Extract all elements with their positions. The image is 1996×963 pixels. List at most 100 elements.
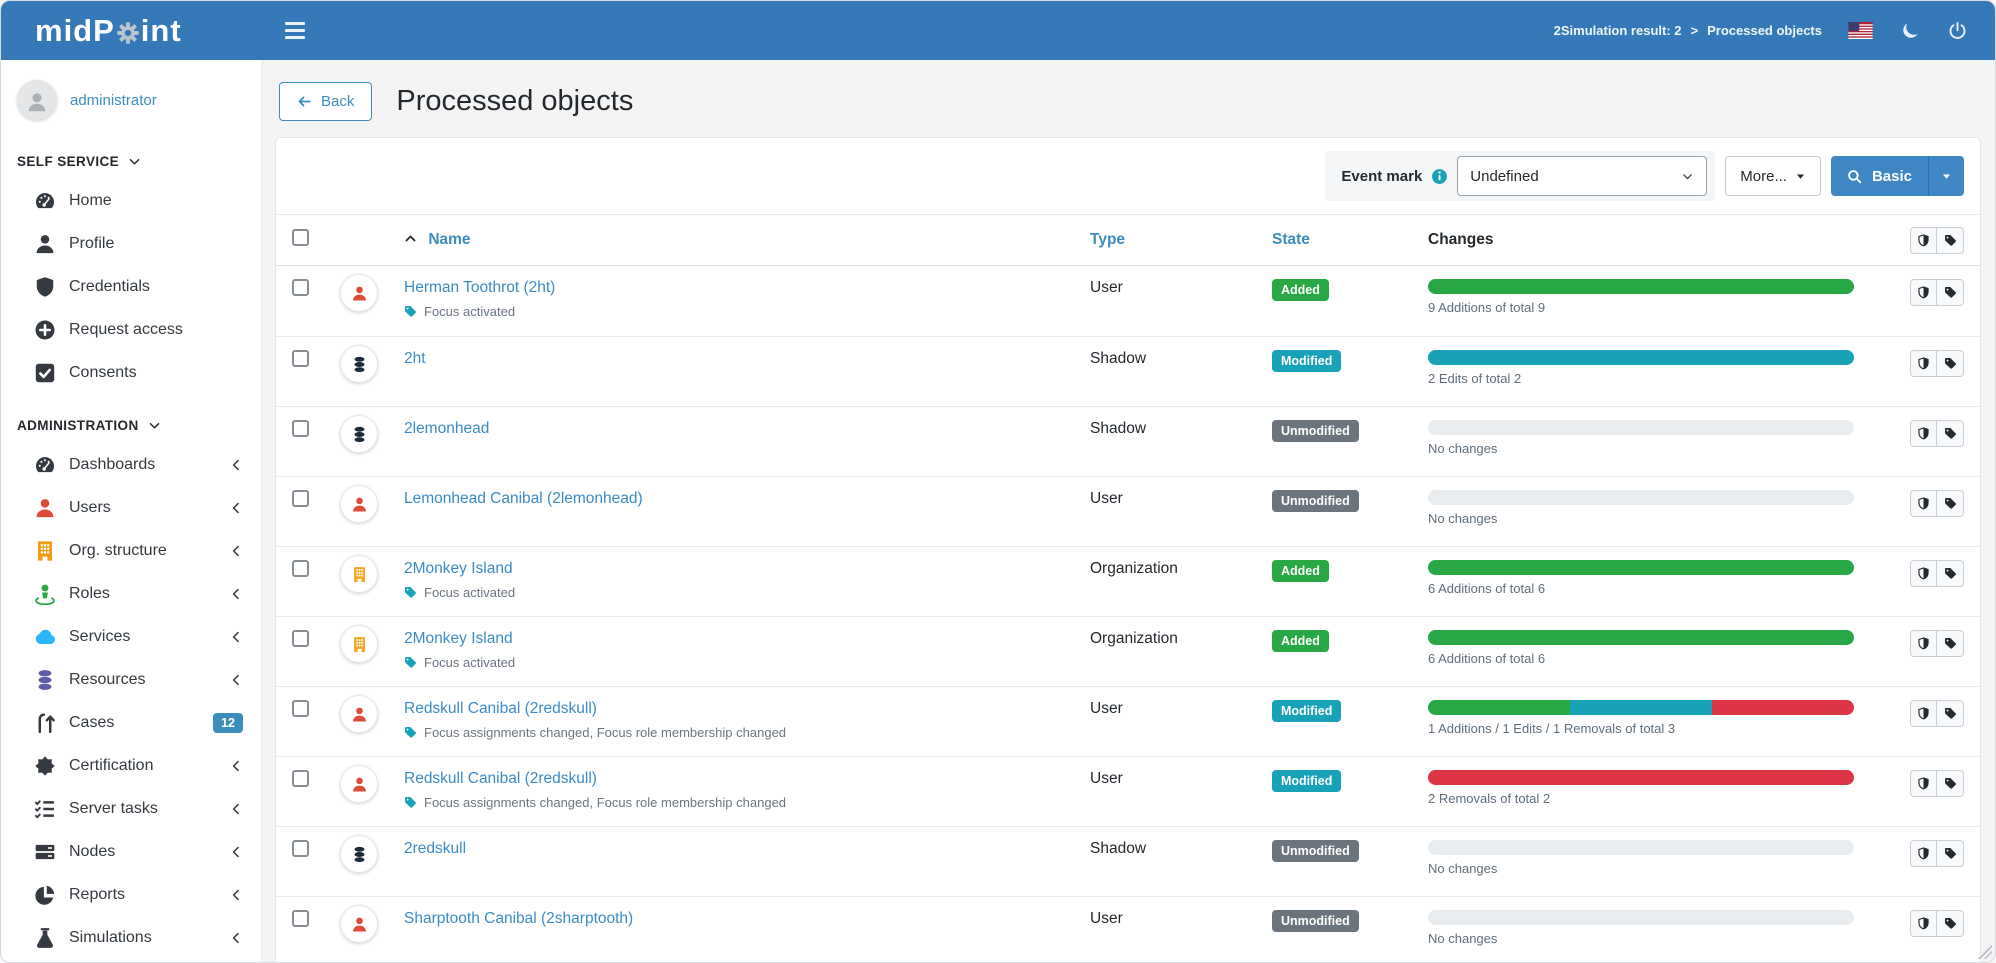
- more-button[interactable]: More...: [1725, 156, 1821, 196]
- mark-shield-button[interactable]: [1910, 350, 1937, 377]
- breadcrumb-parent-link[interactable]: 2Simulation result: 2: [1553, 23, 1682, 38]
- object-name-link[interactable]: Herman Toothrot (2ht): [404, 279, 556, 296]
- sidebar-item-cases[interactable]: Cases 12: [1, 701, 261, 744]
- row-checkbox[interactable]: [292, 560, 309, 577]
- sidebar-item-label: Users: [69, 498, 111, 516]
- object-name-link[interactable]: 2Monkey Island: [404, 560, 513, 577]
- sidebar-item-resources[interactable]: Resources: [1, 658, 261, 701]
- sidebar-item-nodes[interactable]: Nodes: [1, 830, 261, 873]
- object-name-link[interactable]: Lemonhead Canibal (2lemonhead): [404, 490, 643, 507]
- username-link[interactable]: administrator: [70, 91, 157, 109]
- column-header-name[interactable]: Name: [428, 231, 471, 248]
- row-checkbox[interactable]: [292, 840, 309, 857]
- tag-button[interactable]: [1937, 770, 1964, 797]
- sidebar-item-request-access[interactable]: Request access: [1, 308, 261, 351]
- sidebar-item-home[interactable]: Home: [1, 179, 261, 222]
- table-row: Redskull Canibal (2redskull) Focus assig…: [276, 686, 1980, 756]
- changes-caption: 9 Additions of total 9: [1428, 300, 1546, 315]
- section-toggle-self-service[interactable]: SELF SERVICE: [1, 130, 261, 179]
- tag-button[interactable]: [1937, 560, 1964, 587]
- resize-handle[interactable]: [1978, 945, 1992, 959]
- shield-icon: [34, 276, 56, 298]
- row-checkbox[interactable]: [292, 910, 309, 927]
- object-name-link[interactable]: 2redskull: [404, 840, 467, 857]
- object-name-link[interactable]: Redskull Canibal (2redskull): [404, 770, 597, 787]
- column-header-type[interactable]: Type: [1090, 231, 1126, 248]
- sidebar-item-label: Consents: [69, 363, 137, 381]
- tag-button[interactable]: [1937, 226, 1964, 254]
- hamburger-menu-button[interactable]: [279, 16, 311, 45]
- column-header-state[interactable]: State: [1272, 231, 1310, 248]
- brand-logo[interactable]: midP int: [1, 1, 261, 60]
- sidebar-item-certification[interactable]: Certification: [1, 744, 261, 787]
- mark-shield-button[interactable]: [1910, 910, 1937, 937]
- row-checkbox[interactable]: [292, 490, 309, 507]
- sidebar-item-org-structure[interactable]: Org. structure: [1, 529, 261, 572]
- tag-button[interactable]: [1937, 700, 1964, 727]
- tag-button[interactable]: [1937, 840, 1964, 867]
- changes-bar: [1428, 770, 1854, 785]
- sidebar-item-server-tasks[interactable]: Server tasks: [1, 787, 261, 830]
- tag-button[interactable]: [1937, 350, 1964, 377]
- sidebar-item-roles[interactable]: Roles: [1, 572, 261, 615]
- shield-half-icon: [1917, 286, 1930, 299]
- logout-button[interactable]: [1948, 21, 1967, 40]
- event-mark-select[interactable]: Undefined: [1457, 156, 1708, 196]
- user-panel[interactable]: administrator: [1, 60, 261, 130]
- section-toggle-administration[interactable]: ADMINISTRATION: [1, 394, 261, 443]
- tag-button[interactable]: [1937, 910, 1964, 937]
- changes-bar: [1428, 840, 1854, 855]
- object-type: Organization: [1090, 560, 1178, 577]
- tag-button[interactable]: [1937, 420, 1964, 447]
- language-flag-button[interactable]: [1848, 22, 1873, 39]
- object-type: User: [1090, 910, 1123, 927]
- chevron-left-icon: [229, 931, 243, 945]
- mark-shield-button[interactable]: [1910, 560, 1937, 587]
- object-name-link[interactable]: 2Monkey Island: [404, 630, 513, 647]
- object-name-link[interactable]: Redskull Canibal (2redskull): [404, 700, 597, 717]
- mark-shield-button[interactable]: [1910, 700, 1937, 727]
- shield-half-icon: [1917, 427, 1930, 440]
- changes-bar: [1428, 490, 1854, 505]
- sidebar-item-users[interactable]: Users: [1, 486, 261, 529]
- object-name-link[interactable]: 2ht: [404, 350, 426, 367]
- object-name-link[interactable]: Sharptooth Canibal (2sharptooth): [404, 910, 634, 927]
- row-checkbox[interactable]: [292, 279, 309, 296]
- sidebar-item-credentials[interactable]: Credentials: [1, 265, 261, 308]
- row-checkbox[interactable]: [292, 770, 309, 787]
- mark-shield-button[interactable]: [1910, 840, 1937, 867]
- dark-mode-button[interactable]: [1901, 21, 1920, 40]
- sidebar-section-self-service: SELF SERVICE Home Profile Credentials: [1, 130, 261, 394]
- sidebar-item-services[interactable]: Services: [1, 615, 261, 658]
- mark-shield-button[interactable]: [1910, 226, 1937, 254]
- back-button[interactable]: Back: [279, 82, 373, 121]
- basic-search-button[interactable]: Basic: [1830, 156, 1964, 196]
- row-checkbox[interactable]: [292, 420, 309, 437]
- database-icon: [351, 356, 368, 373]
- tag-button[interactable]: [1937, 279, 1964, 306]
- row-checkbox[interactable]: [292, 700, 309, 717]
- mark-shield-button[interactable]: [1910, 630, 1937, 657]
- state-badge: Added: [1272, 279, 1329, 301]
- tag-button[interactable]: [1937, 630, 1964, 657]
- sidebar-item-consents[interactable]: Consents: [1, 351, 261, 394]
- object-name-link[interactable]: 2lemonhead: [404, 420, 490, 437]
- mark-shield-button[interactable]: [1910, 490, 1937, 517]
- row-checkbox[interactable]: [292, 350, 309, 367]
- basic-search-dropdown[interactable]: [1928, 156, 1964, 196]
- changes-cell: No changes: [1428, 490, 1868, 526]
- sidebar-item-dashboards[interactable]: Dashboards: [1, 443, 261, 486]
- mark-shield-button[interactable]: [1910, 279, 1937, 306]
- mark-shield-button[interactable]: [1910, 420, 1937, 447]
- info-icon[interactable]: [1431, 168, 1448, 185]
- sidebar-item-profile[interactable]: Profile: [1, 222, 261, 265]
- tag-button[interactable]: [1937, 490, 1964, 517]
- event-mark-value: Undefined: [1470, 167, 1539, 185]
- row-checkbox[interactable]: [292, 630, 309, 647]
- breadcrumb: 2Simulation result: 2 > Processed object…: [1554, 23, 1822, 38]
- select-all-checkbox[interactable]: [292, 229, 309, 246]
- database-icon: [351, 846, 368, 863]
- sidebar-item-reports[interactable]: Reports: [1, 873, 261, 916]
- sidebar-item-simulations[interactable]: Simulations: [1, 916, 261, 959]
- mark-shield-button[interactable]: [1910, 770, 1937, 797]
